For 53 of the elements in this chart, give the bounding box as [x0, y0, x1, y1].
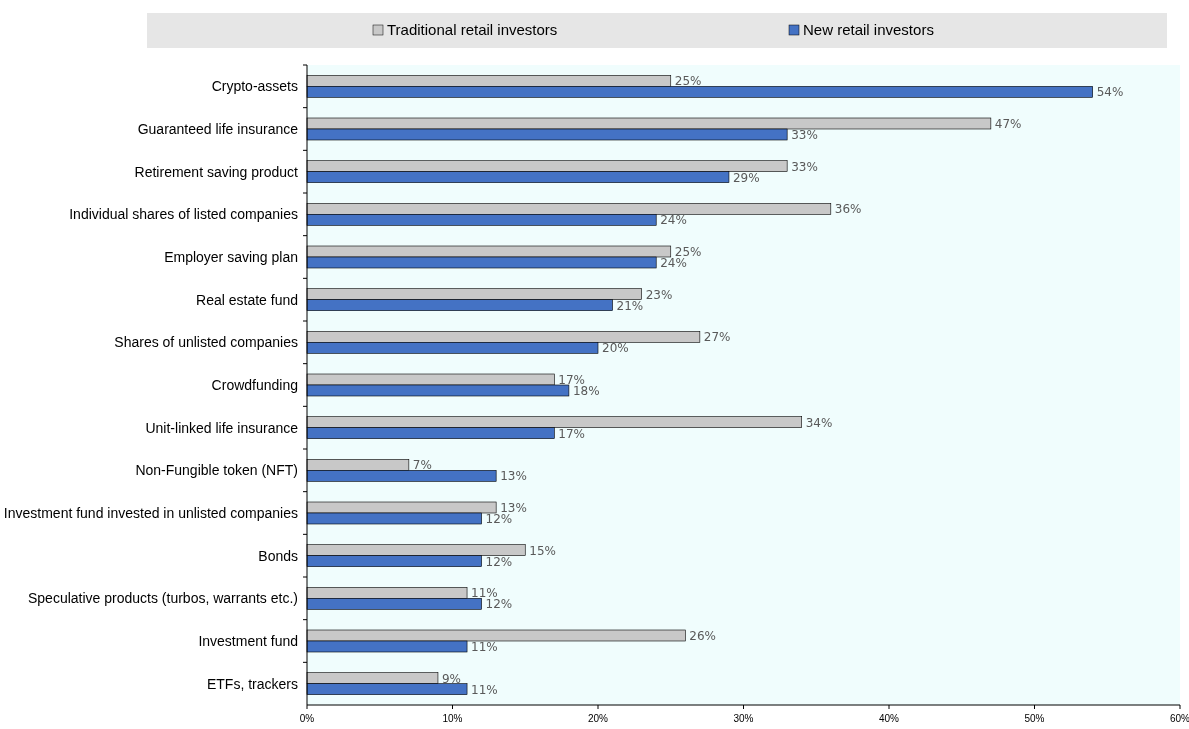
data-label: 21%: [616, 298, 644, 313]
y-tick-label: Crypto-assets: [211, 78, 298, 95]
data-label: 25%: [674, 74, 702, 89]
x-tick-label: 0%: [299, 713, 315, 724]
data-label: 27%: [703, 330, 731, 345]
y-tick-label: Investment fund: [198, 633, 298, 649]
data-label: 34%: [805, 415, 833, 430]
data-label: 9%: [441, 671, 461, 686]
x-tick-label: 10%: [442, 713, 463, 724]
y-tick-label: Employer saving plan: [164, 249, 298, 265]
y-tick-label: Speculative products (turbos, warrants etc.): [27, 590, 298, 607]
x-tick-label: 20%: [587, 713, 609, 724]
data-label: 12%: [485, 512, 513, 526]
legend-label: New retail investors: [803, 21, 934, 38]
data-label: 18%: [572, 384, 600, 398]
data-label: 29%: [732, 170, 760, 185]
data-label: 12%: [485, 554, 513, 569]
y-tick-label: Unit-linked life insurance: [145, 419, 299, 436]
y-tick-label: Investment fund invested in unlisted companies: [3, 505, 298, 521]
legend-label: Traditional retail investors: [387, 21, 558, 38]
data-label: 47%: [994, 117, 1022, 131]
x-tick-label: 40%: [878, 713, 900, 724]
data-label: 15%: [529, 543, 556, 558]
data-label: 33%: [791, 159, 818, 174]
data-label: 13%: [500, 501, 527, 515]
data-label: 13%: [500, 469, 527, 484]
x-tick-label: 50%: [1024, 713, 1045, 724]
x-tick-label: 30%: [733, 713, 754, 724]
data-label: 7%: [412, 458, 432, 473]
data-label: 17%: [558, 426, 586, 441]
y-tick-label: Real estate fund: [196, 291, 298, 308]
data-label: 11%: [471, 640, 498, 654]
data-label: 11%: [471, 682, 498, 697]
data-label: 36%: [834, 202, 862, 217]
data-label: 24%: [660, 256, 687, 270]
data-label: 23%: [645, 287, 673, 302]
data-label: 33%: [791, 128, 818, 142]
y-tick-label: Shares of unlisted companies: [114, 334, 298, 351]
y-tick-label: Non-Fungible token (NFT): [135, 462, 298, 479]
y-tick-label: Retirement saving product: [134, 163, 299, 180]
data-label: 17%: [558, 373, 586, 387]
data-label: 54%: [1096, 85, 1124, 100]
data-label: 26%: [689, 629, 716, 643]
x-tick-label: 60%: [1169, 713, 1189, 724]
y-tick-label: ETFs, trackers: [206, 675, 298, 692]
data-label: 12%: [485, 597, 513, 612]
data-label: 20%: [602, 341, 629, 356]
data-label: 24%: [660, 213, 687, 228]
y-tick-label: Guaranteed life insurance: [137, 121, 299, 137]
y-tick-label: Individual shares of listed companies: [69, 206, 298, 223]
data-label: 25%: [674, 245, 702, 259]
y-tick-label: Crowdfunding: [211, 377, 298, 393]
y-tick-label: Bonds: [258, 547, 298, 564]
